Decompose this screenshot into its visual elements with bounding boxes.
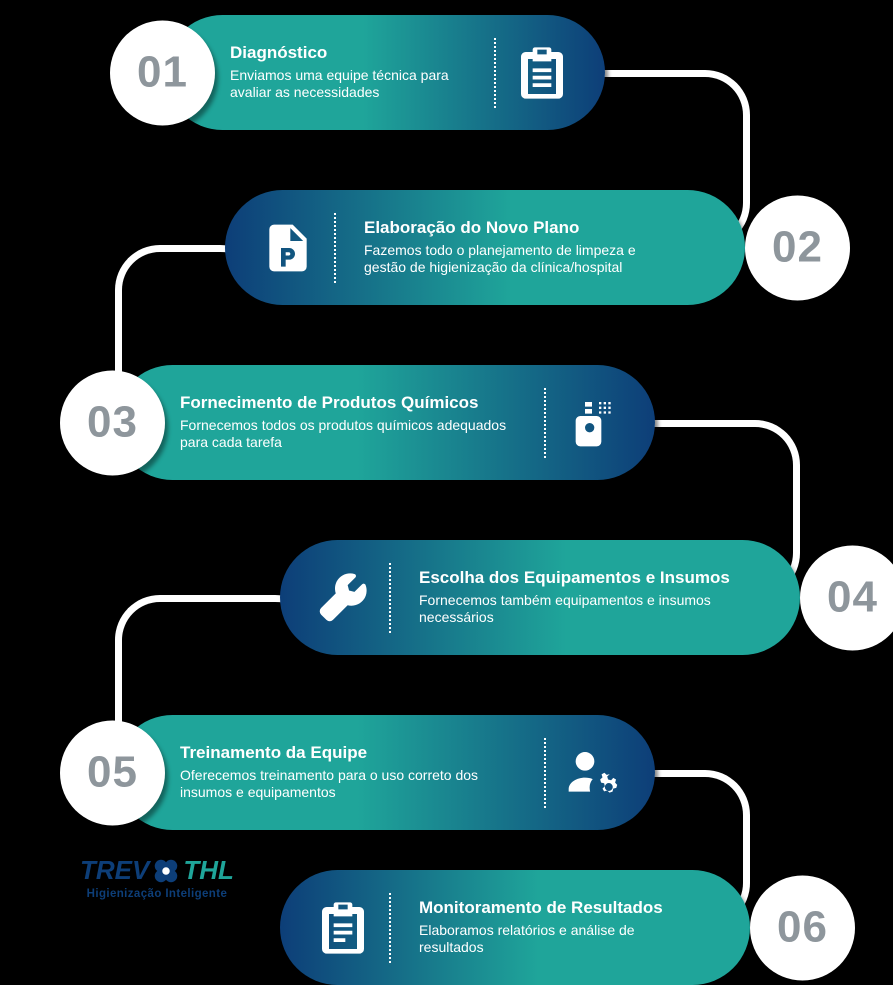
vertical-divider (544, 388, 546, 458)
step-title: Monitoramento de Resultados (419, 898, 685, 918)
step-number: 02 (772, 223, 823, 273)
step-number: 05 (87, 748, 138, 798)
step-title: Treinamento da Equipe (180, 743, 516, 763)
step-number-circle: 05 (60, 720, 165, 825)
step-04: Escolha dos Equipamentos e Insumos Forne… (0, 540, 893, 655)
pill-content: Diagnóstico Enviamos uma equipe técnica … (165, 15, 605, 130)
step-number: 04 (827, 573, 878, 623)
file-p-icon (260, 220, 316, 276)
step-title: Elaboração do Novo Plano (364, 218, 680, 238)
step-body: Enviamos uma equipe técnica para avaliar… (230, 67, 466, 102)
wrench-icon (315, 570, 371, 626)
spray-icon (564, 395, 620, 451)
pill-content: Escolha dos Equipamentos e Insumos Forne… (280, 540, 800, 655)
step-body: Oferecemos treinamento para o uso corret… (180, 767, 516, 802)
step-body: Fornecemos todos os produtos químicos ad… (180, 417, 516, 452)
step-pill: Treinamento da Equipe Oferecemos treinam… (115, 715, 655, 830)
step-pill: Fornecimento de Produtos Químicos Fornec… (115, 365, 655, 480)
logo-text-1: TREV (80, 855, 149, 886)
step-03: Fornecimento de Produtos Químicos Fornec… (0, 365, 893, 480)
step-pill: Elaboração do Novo Plano Fazemos todo o … (225, 190, 745, 305)
step-02: Elaboração do Novo Plano Fazemos todo o … (0, 190, 893, 305)
step-title: Fornecimento de Produtos Químicos (180, 393, 516, 413)
step-01: Diagnóstico Enviamos uma equipe técnica … (0, 15, 893, 130)
brand-logo: TREV THL Higienização Inteligente (80, 855, 234, 900)
pill-content: Elaboração do Novo Plano Fazemos todo o … (225, 190, 745, 305)
step-title: Escolha dos Equipamentos e Insumos (419, 568, 735, 588)
step-pill: Monitoramento de Resultados Elaboramos r… (280, 870, 750, 985)
step-number-circle: 06 (750, 875, 855, 980)
vertical-divider (389, 563, 391, 633)
vertical-divider (544, 738, 546, 808)
team-gear-icon (564, 745, 620, 801)
step-pill: Diagnóstico Enviamos uma equipe técnica … (165, 15, 605, 130)
clipboard-check-icon (315, 900, 371, 956)
pill-content: Monitoramento de Resultados Elaboramos r… (280, 870, 750, 985)
clipboard-list-icon (514, 45, 570, 101)
step-number: 01 (137, 48, 188, 98)
step-body: Fazemos todo o planejamento de limpeza e… (364, 242, 680, 277)
step-number: 03 (87, 398, 138, 448)
step-body: Fornecemos também equipamentos e insumos… (419, 592, 735, 627)
vertical-divider (389, 893, 391, 963)
logo-wordmark: TREV THL (80, 855, 234, 886)
step-number: 06 (777, 903, 828, 953)
step-05: Treinamento da Equipe Oferecemos treinam… (0, 715, 893, 830)
clover-icon (151, 856, 181, 886)
step-number-circle: 04 (800, 545, 893, 650)
logo-text-2: THL (183, 855, 234, 886)
step-number-circle: 03 (60, 370, 165, 475)
step-text: Diagnóstico Enviamos uma equipe técnica … (220, 43, 476, 102)
logo-tagline: Higienização Inteligente (80, 888, 234, 900)
vertical-divider (334, 213, 336, 283)
step-title: Diagnóstico (230, 43, 466, 63)
step-pill: Escolha dos Equipamentos e Insumos Forne… (280, 540, 800, 655)
pill-content: Fornecimento de Produtos Químicos Fornec… (115, 365, 655, 480)
step-body: Elaboramos relatórios e análise de resul… (419, 922, 685, 957)
step-text: Monitoramento de Resultados Elaboramos r… (409, 898, 695, 957)
step-text: Elaboração do Novo Plano Fazemos todo o … (354, 218, 690, 277)
step-text: Escolha dos Equipamentos e Insumos Forne… (409, 568, 745, 627)
step-text: Treinamento da Equipe Oferecemos treinam… (170, 743, 526, 802)
step-number-circle: 02 (745, 195, 850, 300)
step-text: Fornecimento de Produtos Químicos Fornec… (170, 393, 526, 452)
step-number-circle: 01 (110, 20, 215, 125)
pill-content: Treinamento da Equipe Oferecemos treinam… (115, 715, 655, 830)
vertical-divider (494, 38, 496, 108)
